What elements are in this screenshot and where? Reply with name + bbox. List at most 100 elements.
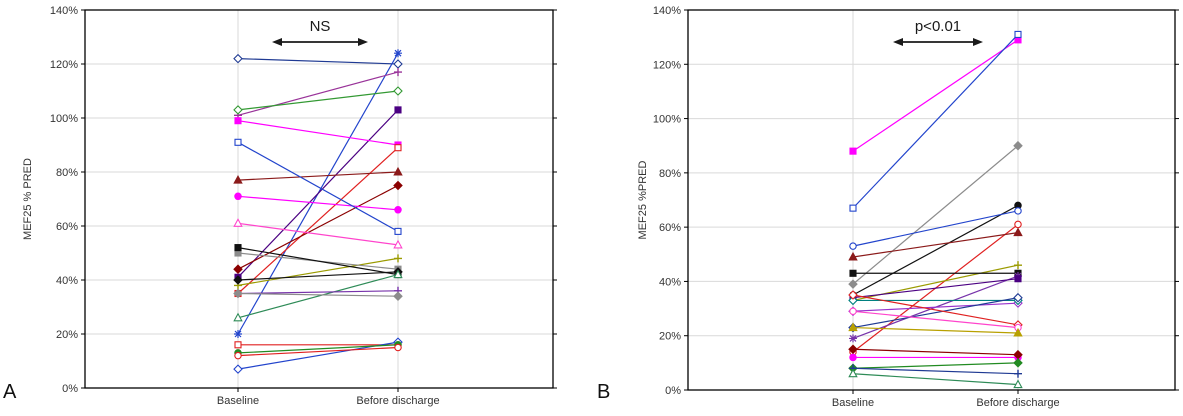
series-marker [233, 312, 243, 322]
series-line [852, 231, 1019, 258]
series-marker [848, 322, 858, 332]
series-marker [1014, 220, 1022, 229]
series-marker [1014, 369, 1022, 378]
y-tick-label: 80% [659, 168, 681, 180]
y-tick-label: 60% [659, 222, 681, 234]
series-line [237, 195, 399, 211]
series-marker [849, 353, 857, 362]
series-marker [394, 49, 402, 58]
series-marker [394, 206, 402, 214]
series-marker [394, 106, 402, 114]
y-tick-label: 100% [653, 114, 681, 126]
series-marker [393, 291, 403, 301]
y-axis-label: MEF25 %PRED [637, 161, 649, 240]
series-marker [234, 192, 242, 201]
series-marker [393, 166, 403, 176]
y-tick-label: 80% [56, 167, 78, 179]
series-marker [234, 351, 242, 360]
series-line [237, 147, 399, 294]
series-marker [849, 307, 857, 316]
y-tick-label: 100% [50, 113, 78, 125]
series-line [852, 145, 1019, 285]
series-line [237, 171, 399, 181]
series-line [237, 247, 399, 276]
series-marker [1013, 358, 1023, 368]
series-line [237, 120, 399, 146]
plot-frame [687, 9, 1176, 391]
series-line [852, 210, 1019, 247]
series-marker [233, 174, 243, 184]
series-marker [849, 242, 857, 250]
series-marker [1014, 261, 1022, 270]
series-marker [1013, 140, 1023, 151]
y-tick-label: 120% [50, 59, 78, 71]
series-marker [849, 334, 857, 343]
x-category-label: Before discharge [976, 397, 1059, 409]
series-line [852, 310, 1019, 329]
y-tick-label: 0% [62, 383, 78, 395]
series-line [852, 362, 1019, 369]
series-marker [234, 244, 242, 252]
annotation-text: p<0.01 [915, 18, 961, 35]
series-marker [393, 86, 403, 96]
series-marker [848, 295, 858, 306]
series-marker [848, 368, 858, 378]
y-tick-label: 140% [50, 5, 78, 17]
series-line [852, 39, 1019, 152]
series-marker [234, 117, 242, 125]
series-line [852, 348, 1019, 356]
series-marker [394, 254, 402, 263]
series-marker [849, 269, 857, 277]
series-marker [234, 341, 242, 349]
series-marker [1013, 379, 1023, 389]
series-line [237, 271, 399, 281]
series-marker [393, 59, 403, 69]
series-marker [233, 218, 243, 227]
series-line [852, 297, 1019, 329]
panel-b-plot [684, 9, 1179, 394]
y-tick-label: 20% [659, 331, 681, 343]
series-marker [233, 264, 243, 274]
series-marker [1013, 327, 1023, 337]
y-tick-label: 120% [653, 59, 681, 71]
series-marker [848, 251, 858, 261]
series-marker [394, 343, 402, 352]
series-marker [848, 279, 858, 289]
panel-a-label: A [3, 381, 17, 403]
series-marker [1013, 227, 1023, 237]
series-marker [234, 138, 242, 146]
series-marker [849, 147, 857, 155]
series-line [852, 367, 1019, 375]
series-marker [393, 239, 403, 249]
series-line [852, 326, 1019, 334]
series-marker [233, 275, 243, 285]
series-line [237, 141, 399, 232]
series-marker [1013, 292, 1023, 303]
series-line [237, 292, 399, 297]
series-line [237, 346, 399, 357]
x-category-label: Baseline [217, 395, 259, 407]
series-marker [848, 344, 858, 355]
series-marker [394, 227, 402, 235]
series-marker [234, 330, 242, 338]
series-marker [848, 290, 858, 300]
x-category-label: Before discharge [356, 395, 439, 407]
plot-frame [84, 9, 554, 389]
series-marker [233, 288, 243, 299]
series-line [237, 290, 399, 295]
series-line [237, 71, 399, 116]
series-marker [393, 180, 403, 191]
series-marker [233, 53, 243, 64]
panel-b-label: B [597, 381, 611, 403]
y-axis-label: MEF25 % PRED [22, 158, 34, 240]
annotation-arrowhead-left [893, 38, 903, 46]
series-marker [394, 68, 402, 77]
annotation-arrowhead-right [973, 38, 983, 46]
x-category-label: Baseline [832, 397, 874, 409]
series-line [237, 222, 399, 246]
annotation-text: NS [310, 18, 331, 35]
series-line [852, 302, 1019, 312]
annotation-arrowhead-right [358, 38, 368, 46]
